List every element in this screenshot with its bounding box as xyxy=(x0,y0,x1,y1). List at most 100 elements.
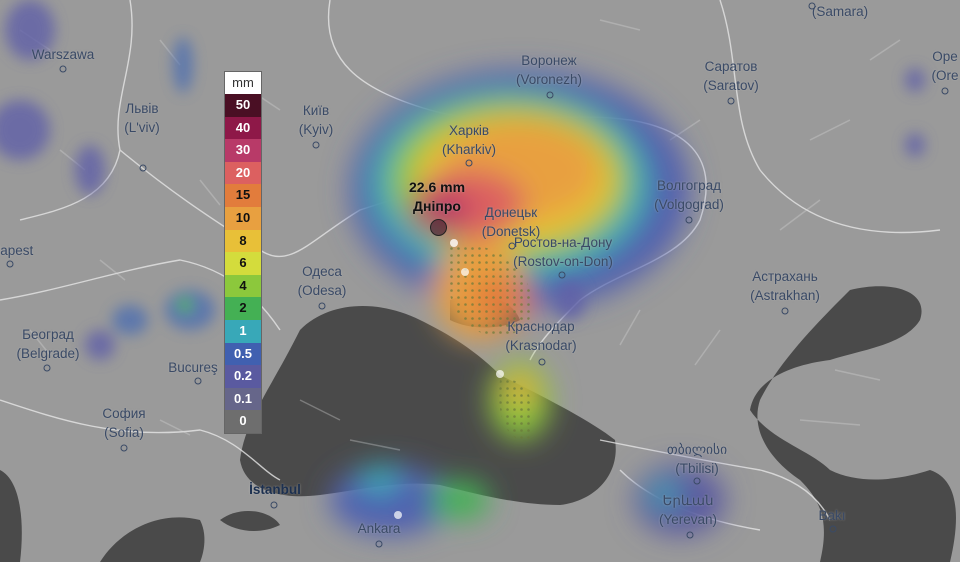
city-dot-icon xyxy=(465,159,473,167)
city-dot-icon xyxy=(727,97,735,105)
city-label[interactable]: Bucureş xyxy=(168,358,218,377)
city-name: Београд xyxy=(22,327,74,342)
light-precip xyxy=(0,0,925,360)
city-name: Саратов xyxy=(704,59,758,74)
city-label[interactable]: Волгоград (Volgograd) xyxy=(654,176,724,214)
city-dot-icon xyxy=(194,377,202,385)
storm-hatch xyxy=(499,379,534,441)
city-label[interactable]: Одеса (Odesa) xyxy=(298,262,347,300)
adriatic-sea xyxy=(0,470,22,562)
city-label[interactable]: Ankara xyxy=(358,519,401,538)
city-label[interactable]: Київ (Kyiv) xyxy=(299,101,334,139)
city-name-latin: (L'viv) xyxy=(124,120,160,135)
legend-step: 50 xyxy=(225,94,261,117)
legend-step: 0.5 xyxy=(225,342,261,366)
black-sea xyxy=(240,306,616,505)
city-dot-icon xyxy=(270,501,278,509)
legend-step: 20 xyxy=(225,161,261,185)
city-name: Волгоград xyxy=(656,178,722,193)
city-name: Донецьк xyxy=(484,205,538,220)
precipitation-layer xyxy=(330,70,725,535)
city-name: Оре xyxy=(932,49,958,64)
city-name-latin: (Krasnodar) xyxy=(505,338,577,353)
city-dot-icon xyxy=(558,271,566,279)
city-name: Київ xyxy=(302,103,330,118)
city-name-latin: (Yerevan) xyxy=(658,512,718,527)
caspian-sea xyxy=(750,286,956,562)
city-name-latin: (Odesa) xyxy=(297,283,347,298)
legend-step: 10 xyxy=(225,206,261,230)
city-dot-icon xyxy=(808,2,816,10)
city-name: Краснодар xyxy=(507,319,575,334)
city-name: dapest xyxy=(0,243,34,258)
precip-value-label: 22.6 mm Дніпро xyxy=(408,179,466,214)
city-name: Астрахань xyxy=(752,269,818,284)
city-label[interactable]: Воронеж (Voronezh) xyxy=(516,51,582,89)
city-label[interactable]: Харків (Kharkiv) xyxy=(442,121,496,159)
legend-unit: mm xyxy=(225,72,261,94)
city-label[interactable]: Саратов (Saratov) xyxy=(703,57,759,95)
city-name-latin: (Tbilisi) xyxy=(675,461,719,476)
city-label[interactable]: Երևան (Yerevan) xyxy=(659,491,717,529)
precipitation-legend: mm 50 40 30 20 15 10 8 6 4 2 1 0.5 0.2 0.1 0 xyxy=(224,71,262,434)
city-name: Одеса xyxy=(302,264,342,279)
city-name-latin: (Kyiv) xyxy=(298,122,334,137)
city-label[interactable]: Краснодар (Krasnodar) xyxy=(505,317,576,355)
city-label[interactable]: Донецьк (Donetsk) xyxy=(482,203,541,241)
city-dot-icon xyxy=(685,216,693,224)
city-dot-icon xyxy=(312,141,320,149)
city-label[interactable]: Bakı xyxy=(818,506,845,525)
city-dot-icon xyxy=(59,65,67,73)
city-name: Ankara xyxy=(357,521,401,536)
city-name: Ростов-на-Дону xyxy=(513,235,613,250)
city-dot-icon xyxy=(139,164,147,172)
city-name: Воронеж xyxy=(521,53,577,68)
legend-step: 40 xyxy=(225,116,261,140)
city-name-latin: (Donetsk) xyxy=(481,224,541,239)
city-name: Львів xyxy=(125,101,159,116)
storm-hatch xyxy=(447,244,533,336)
city-dot-icon xyxy=(43,364,51,372)
city-name: София xyxy=(102,406,146,421)
city-label[interactable]: Оре (Ore xyxy=(932,47,959,85)
city-name-latin: (Sofia) xyxy=(104,425,144,440)
legend-step: 1 xyxy=(225,319,261,343)
aegean-sea xyxy=(100,517,205,562)
legend-step: 0.2 xyxy=(225,365,261,388)
city-label[interactable]: İstanbul xyxy=(249,480,301,499)
city-name: Bakı xyxy=(818,508,846,523)
city-label[interactable]: Београд (Belgrade) xyxy=(16,325,79,363)
legend-step: 4 xyxy=(225,274,261,298)
city-name: Харків xyxy=(448,123,490,138)
city-label[interactable]: dapest xyxy=(0,241,33,260)
city-dot-icon xyxy=(375,540,383,548)
city-name: (Samara) xyxy=(811,4,869,19)
city-label[interactable]: София (Sofia) xyxy=(102,404,145,442)
marmara-sea xyxy=(220,510,280,532)
legend-step: 0.1 xyxy=(225,387,261,411)
legend-step: 2 xyxy=(225,297,261,320)
city-label[interactable]: (Samara) xyxy=(812,2,868,21)
city-label[interactable]: Warszawa xyxy=(32,45,95,64)
city-name: Երևան xyxy=(662,493,714,508)
city-label[interactable]: Львів (L'viv) xyxy=(124,99,160,137)
city-dot-icon xyxy=(941,87,949,95)
city-name: Bucureş xyxy=(168,360,218,375)
city-dot-icon xyxy=(829,525,837,533)
city-dot-icon xyxy=(538,358,546,366)
legend-step: 0 xyxy=(225,410,261,433)
city-dot-icon xyxy=(6,260,14,268)
city-name: თბილისი xyxy=(666,442,728,457)
city-label[interactable]: Ростов-на-Дону (Rostov-on-Don) xyxy=(513,233,613,271)
location-marker[interactable] xyxy=(430,219,447,236)
city-name-latin: (Rostov-on-Don) xyxy=(513,254,613,269)
city-label[interactable]: თბილისი (Tbilisi) xyxy=(667,440,727,478)
city-name-latin: (Kharkiv) xyxy=(441,142,497,157)
city-name-latin: (Volgograd) xyxy=(654,197,724,212)
city-dot-icon xyxy=(781,307,789,315)
city-name-latin: (Astrakhan) xyxy=(750,288,820,303)
legend-step: 15 xyxy=(225,184,261,207)
city-name-latin: (Ore xyxy=(931,68,959,83)
city-label[interactable]: Астрахань (Astrakhan) xyxy=(750,267,820,305)
